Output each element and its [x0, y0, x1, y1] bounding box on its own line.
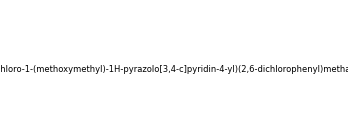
- Text: (7-chloro-1-(methoxymethyl)-1H-pyrazolo[3,4-c]pyridin-4-yl)(2,6-dichlorophenyl)m: (7-chloro-1-(methoxymethyl)-1H-pyrazolo[…: [0, 65, 348, 74]
